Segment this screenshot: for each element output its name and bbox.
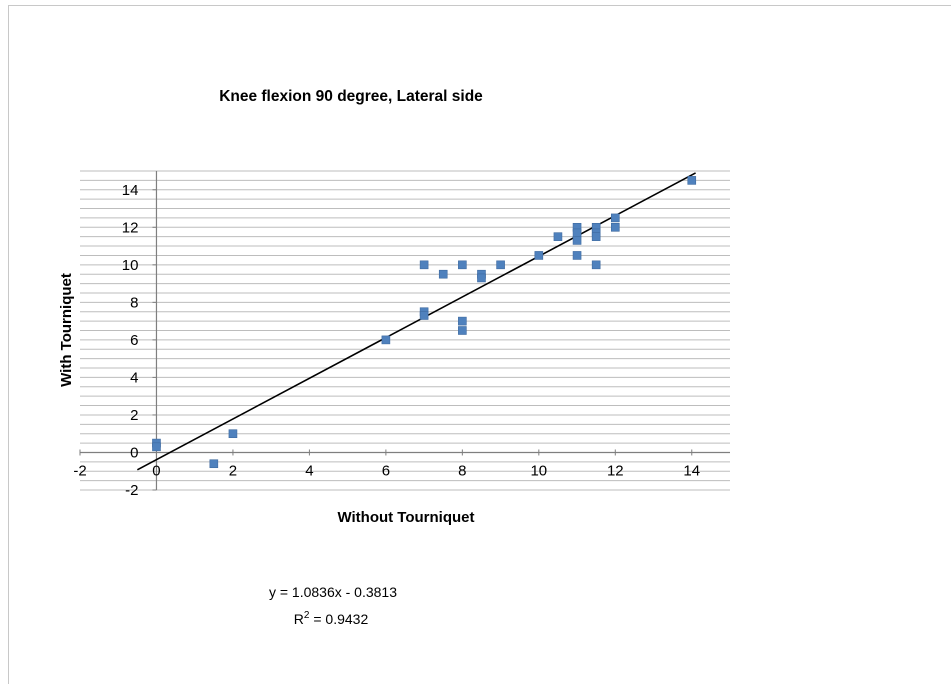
x-axis-title: Without Tourniquet [337,509,474,526]
data-point [534,251,544,260]
data-point [458,326,467,335]
x-tick-label: -2 [73,462,86,479]
y-tick-label: -2 [125,482,138,499]
chart-frame [8,5,951,684]
r-squared-value: = 0.9432 [309,611,368,627]
data-point [458,260,467,270]
y-tick-label: 4 [130,369,138,386]
trendline [136,172,696,471]
data-point [572,251,582,260]
data-point [610,213,620,223]
chart-title: Knee flexion 90 degree, Lateral side [219,88,483,105]
x-tick-label: 2 [229,462,237,479]
x-tick-label: 4 [305,462,313,479]
trendline-group [136,172,696,471]
data-point [687,176,697,185]
data-point [591,232,601,241]
y-tick-label: 0 [130,444,138,461]
y-tick-label: 14 [122,182,139,199]
data-point [572,236,582,245]
y-tick-label: 10 [122,257,139,274]
data-point [381,335,391,345]
x-tick-label: 8 [458,462,466,479]
y-axis-title: With Tourniquet [58,273,75,387]
x-tick-label: 10 [530,462,547,479]
data-point [477,273,486,283]
data-point [496,260,505,270]
x-tick-label: 12 [607,462,624,479]
data-point [228,429,238,439]
data-point [209,459,219,469]
trendline-equation: y = 1.0836x - 0.3813 [269,584,397,600]
gridlines [80,170,730,491]
data-point [591,260,601,270]
tick-labels: -2 0 2 4 6 8 10 12 14 -2 0 2 4 6 8 10 12 14 [73,182,700,499]
data-point [438,269,448,279]
data-point [610,222,620,232]
data-point [419,260,429,270]
data-point [419,311,429,320]
x-tick-label: 6 [382,462,390,479]
y-tick-label: 2 [130,407,138,424]
r-squared-superscript: 2 [304,610,310,621]
y-tick-label: 6 [130,332,138,349]
y-tick-label: 8 [130,294,138,311]
x-tick-label: 14 [683,462,700,479]
r-squared-prefix: R [294,611,304,627]
data-point [152,442,161,452]
data-point [572,228,582,238]
r-squared-label: R2 = 0.9432 [294,610,369,627]
data-point [553,232,563,241]
x-tick-label: 0 [152,462,160,479]
y-tick-label: 12 [122,219,139,236]
data-points [152,176,697,469]
data-point [458,316,467,326]
